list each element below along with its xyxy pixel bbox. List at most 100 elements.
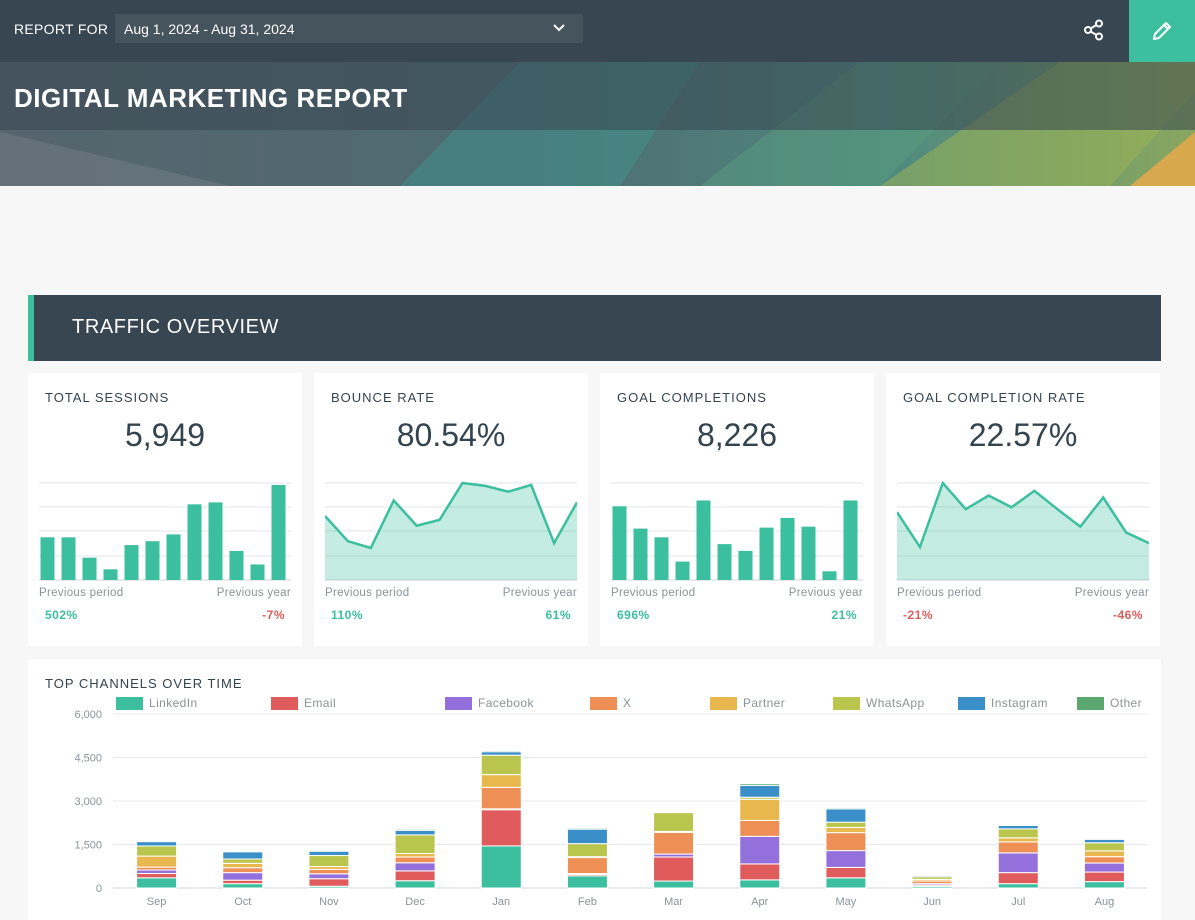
bar-segment — [136, 869, 178, 875]
bar-segment — [997, 824, 1039, 830]
bar-segment — [222, 858, 264, 864]
legend-swatch — [833, 696, 860, 710]
bar-segment — [825, 808, 867, 823]
legend-item-instagram[interactable]: Instagram — [958, 696, 1048, 710]
date-range-value: Aug 1, 2024 - Aug 31, 2024 — [124, 21, 295, 37]
bar-segment — [136, 855, 178, 868]
bar-segment — [566, 828, 608, 845]
x-tick-label: Apr — [751, 896, 768, 908]
sparkline-bar — [103, 569, 118, 580]
legend-item-email[interactable]: Email — [271, 696, 336, 710]
bar-segment — [653, 880, 695, 889]
bar-segment — [308, 850, 350, 857]
legend-label: Other — [1110, 696, 1143, 710]
legend-item-partner[interactable]: Partner — [710, 696, 785, 710]
bar-segment — [394, 862, 436, 872]
sparkline-area — [325, 483, 577, 580]
bar-segment — [739, 879, 781, 889]
bar-segment — [222, 867, 264, 874]
x-tick-label: Nov — [319, 896, 339, 908]
report-for-label: REPORT FOR — [14, 21, 109, 37]
legend-label: Partner — [743, 696, 786, 710]
bar-segment — [653, 812, 695, 832]
pencil-icon — [1153, 22, 1171, 40]
sparkline-bar — [822, 571, 837, 580]
legend-item-other[interactable]: Other — [1077, 696, 1142, 710]
legend-swatch — [958, 696, 985, 710]
legend-swatch — [116, 696, 143, 710]
bar-segment — [480, 754, 522, 776]
x-tick-label: Jul — [1011, 896, 1025, 908]
kpi-value: 80.54% — [396, 417, 506, 453]
sparkline-bar — [250, 564, 265, 580]
legend-item-x[interactable]: X — [590, 696, 631, 710]
x-tick-label: Mar — [664, 896, 683, 908]
bar-segment — [653, 810, 695, 813]
bar-segment — [222, 851, 264, 860]
bar-segment — [653, 856, 695, 882]
legend-swatch — [445, 696, 472, 710]
bar-segment — [1083, 850, 1125, 858]
previous-period-value: 502% — [45, 608, 78, 622]
date-range-select[interactable]: Aug 1, 2024 - Aug 31, 2024 — [115, 14, 583, 43]
kpi-value: 22.57% — [968, 417, 1078, 453]
legend-item-whatsapp[interactable]: WhatsApp — [833, 696, 925, 710]
bar-segment — [997, 828, 1039, 839]
y-tick-label: 1,500 — [74, 840, 102, 852]
kpi-title: TOTAL SESSIONS — [45, 390, 170, 405]
sparkline-area — [897, 483, 1149, 580]
bar-segment — [566, 857, 608, 875]
bar-segment — [825, 877, 867, 889]
sparkline-bar — [759, 527, 774, 580]
bar-segment — [997, 837, 1039, 843]
chart-title: TOP CHANNELS OVER TIME — [45, 676, 243, 691]
sparkline-bar — [612, 506, 627, 580]
legend-item-linkedin[interactable]: LinkedIn — [116, 696, 198, 710]
legend-swatch — [590, 696, 617, 710]
top-channels-card: 0 1,500 3,000 4,500 6,000 Sep Oct Nov Dec Jan Feb M… — [28, 659, 1161, 920]
banner: DIGITAL MARKETING REPORT — [0, 62, 1195, 186]
sparkline-bar — [738, 550, 753, 580]
legend-label: Facebook — [478, 696, 534, 710]
bar-segment — [394, 880, 436, 889]
sparkline-bar — [40, 537, 55, 580]
kpi-sparkline — [611, 482, 863, 581]
previous-year-label: Previous year — [1074, 587, 1149, 599]
bar-segment — [1083, 838, 1125, 840]
previous-period-label: Previous period — [611, 587, 696, 599]
x-tick-label: Dec — [405, 896, 425, 908]
bar-segment — [394, 856, 436, 864]
share-button[interactable] — [1072, 14, 1116, 46]
y-tick-label: 0 — [96, 883, 102, 895]
bar-segment — [480, 809, 522, 847]
previous-period-value: 696% — [617, 608, 650, 622]
share-icon — [1084, 19, 1103, 41]
sparkline-bar — [654, 537, 669, 580]
sparkline-bar — [717, 544, 732, 580]
page-title: DIGITAL MARKETING REPORT — [14, 83, 408, 113]
sparkline-bar — [675, 561, 690, 580]
previous-year-label: Previous year — [502, 587, 577, 599]
bar-segment — [136, 877, 178, 889]
bar-segment — [739, 863, 781, 881]
previous-year-value: -46% — [1112, 608, 1143, 622]
legend-swatch — [710, 696, 737, 710]
bar-segment — [825, 807, 867, 810]
bar-segment — [136, 841, 178, 847]
kpi-title: GOAL COMPLETION RATE — [903, 390, 1086, 405]
bar-segment — [222, 862, 264, 869]
y-tick-label: 4,500 — [74, 753, 102, 765]
bar-segment — [222, 850, 264, 853]
kpi-title: GOAL COMPLETIONS — [617, 390, 767, 405]
kpi-sparkline — [325, 481, 577, 581]
sparkline-bar — [780, 517, 795, 580]
legend-item-facebook[interactable]: Facebook — [445, 696, 534, 710]
bar-segment — [825, 866, 867, 879]
x-tick-label: Jan — [492, 896, 510, 908]
bar-segment — [394, 870, 436, 882]
legend-label: LinkedIn — [149, 696, 198, 710]
edit-button[interactable] — [1129, 0, 1195, 62]
kpi-card-goal-completions: GOAL COMPLETIONS 8,226 Previous period P… — [600, 373, 874, 646]
bar-segment — [825, 832, 867, 852]
sparkline-bar — [145, 541, 160, 580]
